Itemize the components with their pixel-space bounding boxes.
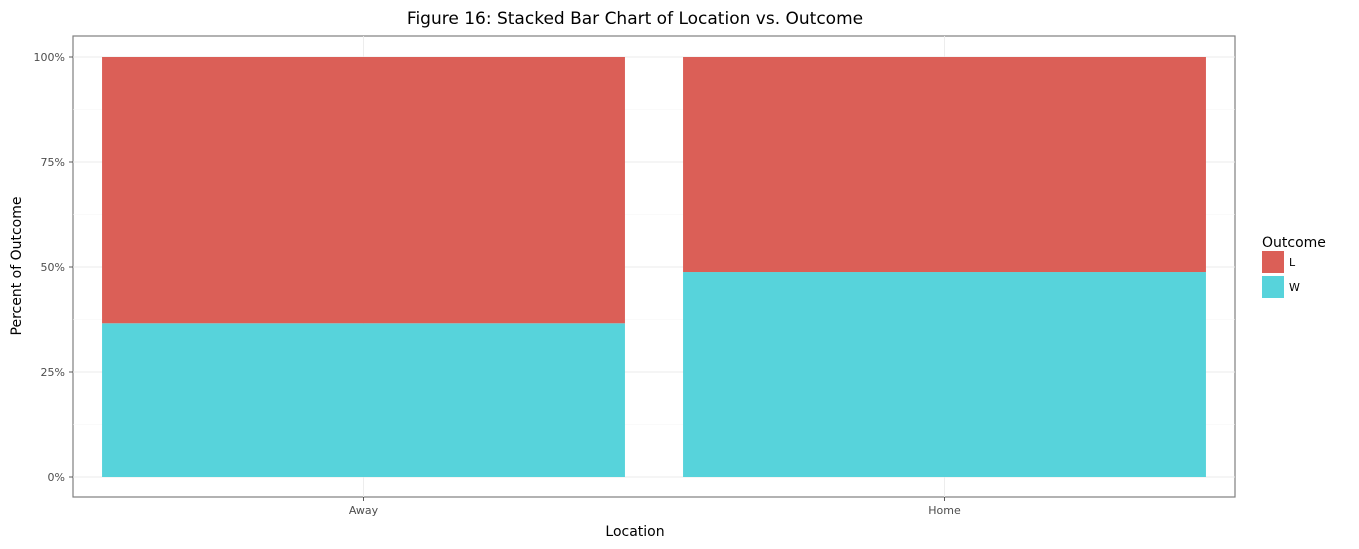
- x-tick-label: Away: [349, 504, 379, 517]
- bar-away-w: [102, 323, 625, 477]
- y-tick-label: 100%: [34, 51, 65, 64]
- y-tick-label: 0%: [48, 471, 65, 484]
- x-tick-label: Home: [928, 504, 961, 517]
- bars: [102, 57, 1206, 477]
- legend-label-w: W: [1289, 281, 1300, 294]
- y-axis-title: Percent of Outcome: [9, 197, 25, 336]
- legend-swatch-w: [1262, 276, 1284, 298]
- x-axis-title: Location: [605, 524, 664, 540]
- bar-home-w: [683, 272, 1206, 477]
- legend-label-l: L: [1289, 256, 1296, 269]
- chart-title: Figure 16: Stacked Bar Chart of Location…: [407, 9, 863, 29]
- legend-swatch-l: [1262, 251, 1284, 273]
- y-tick-label: 25%: [41, 366, 65, 379]
- bar-away-l: [102, 57, 625, 324]
- y-tick-label: 50%: [41, 261, 65, 274]
- bar-home-l: [683, 57, 1206, 273]
- x-axis-ticks: Away Home: [349, 497, 961, 517]
- y-axis-ticks: 0% 25% 50% 75% 100%: [34, 51, 73, 484]
- legend: Outcome LW: [1262, 235, 1326, 298]
- y-tick-label: 75%: [41, 156, 65, 169]
- legend-title: Outcome: [1262, 235, 1326, 251]
